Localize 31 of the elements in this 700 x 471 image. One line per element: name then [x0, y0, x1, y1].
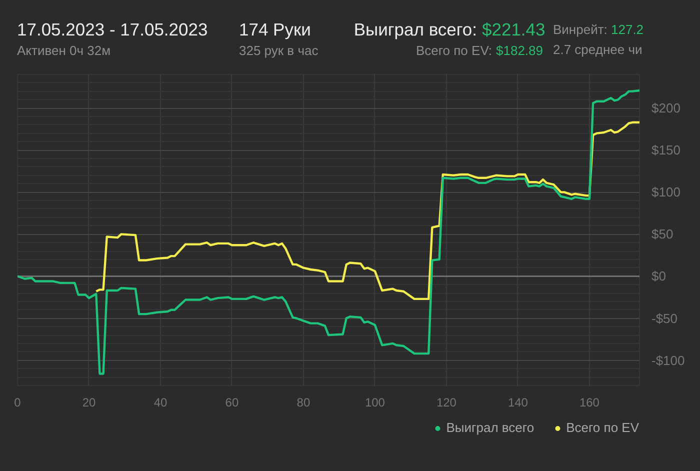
x-tick-label: 160 [579, 396, 600, 410]
text: Винрейт: [553, 22, 608, 38]
x-tick-label: 80 [296, 396, 310, 410]
x-tick-label: 20 [82, 396, 96, 410]
text: $182.89 [496, 43, 543, 59]
legend-label: Выиграл всего [446, 420, 534, 435]
text: 174 Руки [239, 20, 311, 40]
x-tick-label: 100 [364, 396, 386, 410]
line-series [95, 121, 640, 300]
y-tick-label: $150 [652, 142, 680, 158]
chart-title: 17.05.2023 - 17.05.2023 [17, 20, 208, 40]
text: 2.7 среднее чи [553, 42, 642, 58]
y-tick-label: $0 [652, 268, 666, 284]
x-tick-label: 0 [14, 396, 22, 410]
text: Выиграл всего: [354, 20, 477, 40]
x-tick-label: 140 [508, 396, 528, 410]
text: 325 рук в час [239, 43, 318, 59]
text: 127.2 [611, 22, 644, 38]
y-tick-label: -$100 [652, 352, 685, 368]
chart-subtitle: Активен 0ч 32м [17, 43, 111, 59]
legend-label: Всего по EV [566, 420, 639, 435]
x-tick-label: 120 [436, 396, 457, 410]
line-series [18, 89, 640, 375]
x-tick-label: 40 [154, 396, 168, 410]
text: $221.43 [482, 20, 546, 40]
y-tick-label: -$50 [652, 310, 678, 326]
y-tick-label: $100 [652, 184, 680, 200]
y-tick-label: $50 [652, 226, 674, 242]
text: Всего по EV: [416, 43, 492, 59]
y-tick-label: $200 [652, 100, 680, 116]
x-tick-label: 60 [225, 396, 239, 410]
